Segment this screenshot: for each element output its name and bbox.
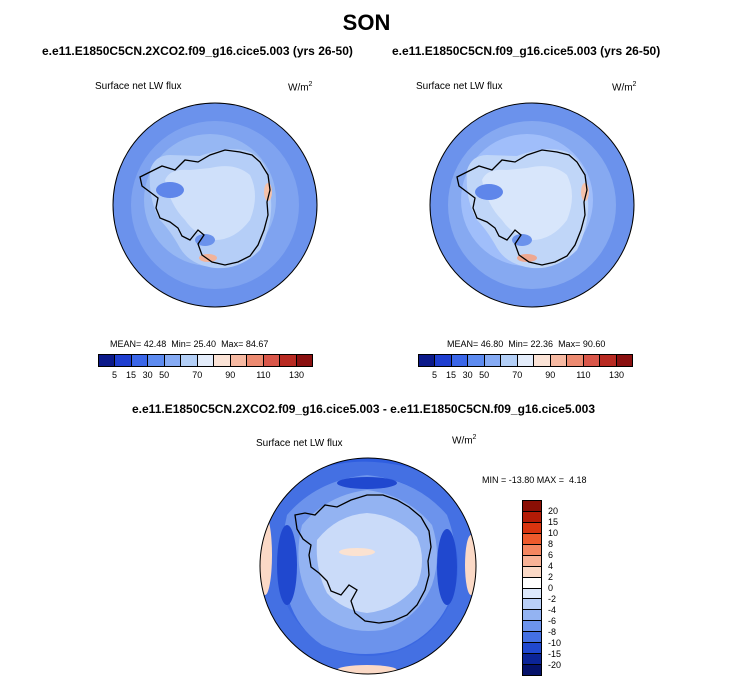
colorbar-swatch: [523, 643, 541, 655]
diff-case-title: e.e11.E1850C5CN.2XCO2.f09_g16.cice5.003 …: [132, 402, 595, 416]
colorbar-tick-label: 30: [462, 370, 473, 380]
colorbar-tick-label: 8: [548, 539, 554, 549]
diff-stats: MIN = -13.80 MAX = 4.18: [482, 475, 587, 485]
colorbar-tick-label: 70: [192, 370, 203, 380]
colorbar-swatch: [523, 632, 541, 644]
colorbar-swatch: [296, 355, 313, 366]
colorbar-swatch: [583, 355, 601, 366]
panel1-units-label: W/m2: [288, 81, 313, 94]
colorbar-swatch: [600, 355, 617, 366]
colorbar-tick-label: 90: [225, 370, 236, 380]
panel1-variable-label: Surface net LW flux: [95, 81, 182, 92]
colorbar-swatch: [280, 355, 297, 366]
colorbar-tick-label: 15: [126, 370, 137, 380]
colorbar-tick-label: 15: [548, 517, 559, 527]
colorbar-tick-label: 70: [512, 370, 523, 380]
colorbar-swatch: [164, 355, 182, 366]
colorbar-tick-label: -15: [548, 649, 562, 659]
colorbar-tick-label: 2: [548, 572, 554, 582]
panel2-variable-label: Surface net LW flux: [416, 81, 503, 92]
colorbar-swatch: [523, 621, 541, 633]
colorbar-tick-label: 50: [479, 370, 490, 380]
colorbar-swatch: [523, 533, 541, 545]
colorbar-tick-label: 10: [548, 528, 559, 538]
diff-colorbar: [522, 500, 542, 676]
colorbar-swatch: [115, 355, 132, 366]
colorbar-tick-label: 110: [576, 370, 591, 380]
colorbar-tick-label: 130: [608, 370, 624, 380]
panel2-polar-map: [429, 102, 635, 308]
panel2-stats: MEAN= 46.80 Min= 22.36 Max= 90.60: [447, 339, 606, 349]
colorbar-tick-label: -2: [548, 594, 557, 604]
panel2-case-title: e.e11.E1850C5CN.f09_g16.cice5.003 (yrs 2…: [392, 44, 661, 58]
panel1-polar-map: [112, 102, 318, 308]
colorbar-swatch: [567, 355, 584, 366]
diff-colorbar-ticks: 20 15 10 8 6 4 2 0 -2 -4 -6 -8 -10 -15 -20: [548, 500, 578, 676]
colorbar-swatch: [523, 577, 541, 589]
colorbar-tick-label: 6: [548, 550, 554, 560]
colorbar-swatch: [523, 654, 541, 666]
colorbar-swatch: [435, 355, 452, 366]
colorbar-swatch: [181, 355, 198, 366]
colorbar-tick-label: 110: [256, 370, 271, 380]
colorbar-swatch: [501, 355, 518, 366]
colorbar-tick-label: 0: [548, 583, 554, 593]
panel1-stats: MEAN= 42.48 Min= 25.40 Max= 84.67: [110, 339, 269, 349]
colorbar-swatch: [419, 355, 436, 366]
colorbar-swatch: [263, 355, 281, 366]
colorbar-swatch: [247, 355, 264, 366]
diff-units-label: W/m2: [452, 434, 477, 447]
colorbar-swatch: [523, 544, 541, 556]
colorbar-tick-label: 15: [446, 370, 457, 380]
colorbar-swatch: [523, 588, 541, 600]
colorbar-tick-label: -10: [548, 638, 562, 648]
colorbar-swatch: [523, 599, 541, 611]
panel1-colorbar-ticks: 5 15 30 50 70 90 110 130: [98, 370, 313, 382]
diff-variable-label: Surface net LW flux: [256, 438, 343, 449]
colorbar-tick-label: 20: [548, 506, 559, 516]
colorbar-swatch: [468, 355, 485, 366]
colorbar-tick-label: 4: [548, 561, 554, 571]
panel1-case-title: e.e11.E1850C5CN.2XCO2.f09_g16.cice5.003 …: [42, 44, 353, 58]
colorbar-tick-label: 5: [112, 370, 118, 380]
panel2-units-label: W/m2: [612, 81, 637, 94]
colorbar-swatch: [616, 355, 633, 366]
colorbar-tick-label: 30: [142, 370, 153, 380]
colorbar-swatch: [523, 511, 541, 523]
colorbar-tick-label: 50: [159, 370, 170, 380]
colorbar-swatch: [99, 355, 116, 366]
colorbar-tick-label: 5: [432, 370, 438, 380]
colorbar-tick-label: -6: [548, 616, 557, 626]
colorbar-tick-label: -8: [548, 627, 557, 637]
colorbar-swatch: [148, 355, 165, 366]
colorbar-swatch: [534, 355, 551, 366]
figure-title: SON: [342, 10, 391, 35]
colorbar-swatch: [517, 355, 535, 366]
colorbar-tick-label: 90: [545, 370, 556, 380]
colorbar-swatch: [484, 355, 502, 366]
colorbar-swatch: [131, 355, 149, 366]
colorbar-tick-label: 130: [288, 370, 304, 380]
colorbar-swatch: [523, 522, 541, 534]
panel1-colorbar: [98, 354, 313, 367]
colorbar-swatch: [451, 355, 469, 366]
colorbar-swatch: [230, 355, 248, 366]
colorbar-swatch: [523, 610, 541, 622]
panel2-colorbar: [418, 354, 633, 367]
colorbar-swatch: [523, 501, 541, 512]
panel2-colorbar-ticks: 5 15 30 50 70 90 110 130: [418, 370, 633, 382]
colorbar-swatch: [523, 555, 541, 567]
colorbar-swatch: [550, 355, 568, 366]
colorbar-tick-label: -4: [548, 605, 557, 615]
diff-polar-map: [259, 457, 477, 675]
colorbar-tick-label: -20: [548, 660, 562, 670]
colorbar-swatch: [523, 665, 541, 675]
colorbar-swatch: [197, 355, 215, 366]
colorbar-swatch: [523, 566, 541, 578]
colorbar-swatch: [214, 355, 231, 366]
